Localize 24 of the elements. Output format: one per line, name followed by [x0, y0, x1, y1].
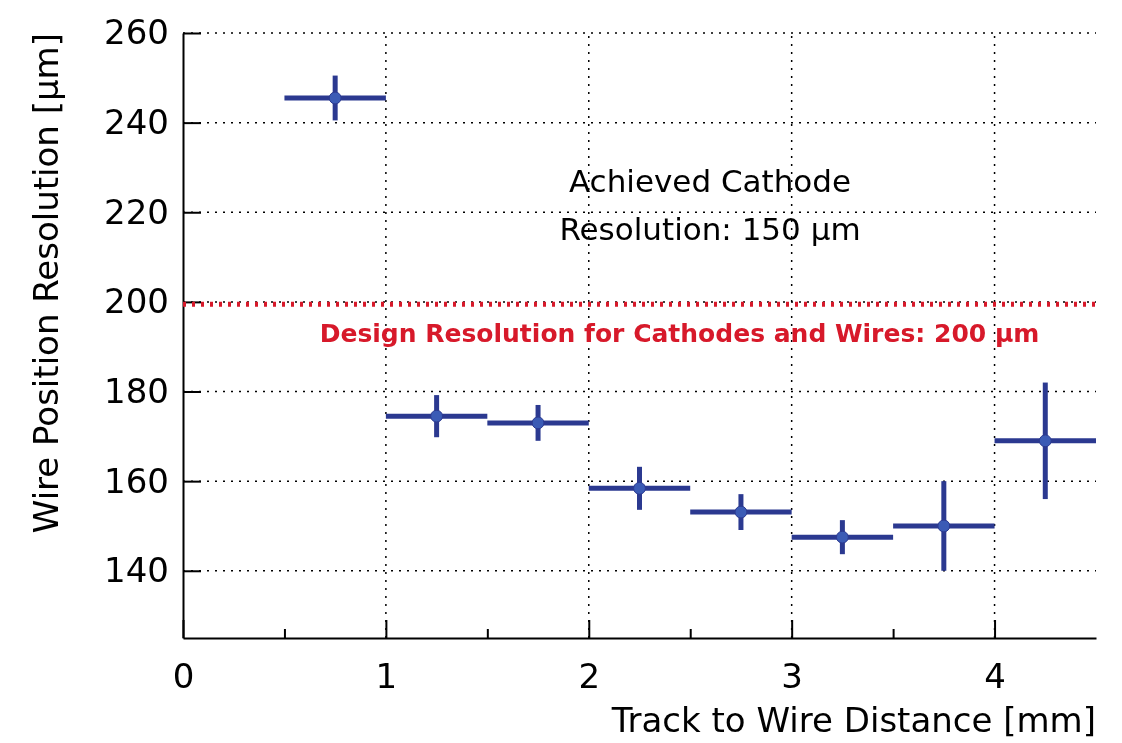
x-tick-label: 2: [578, 656, 601, 697]
annotation: Achieved Cathode Resolution: 150 µm: [559, 163, 861, 247]
x-axis-title: Track to Wire Distance [mm]: [610, 700, 1096, 740]
x-tick-label: 3: [781, 656, 803, 697]
point: [531, 416, 545, 430]
y-tick-label: 260: [104, 12, 169, 53]
x-tick-label: 0: [172, 656, 195, 697]
point: [937, 519, 951, 533]
ref-line-label: Design Resolution for Cathodes and Wires: 200 µm: [319, 319, 1040, 349]
x-tick-label: 1: [375, 656, 398, 697]
y-tick-label: 220: [104, 191, 169, 232]
point: [633, 481, 646, 495]
y-axis-title: Wire Position Resolution [µm]: [26, 33, 66, 534]
point: [328, 91, 342, 105]
y-tick-label: 240: [104, 102, 169, 143]
x-tick-label: 4: [984, 656, 1006, 697]
point: [734, 505, 748, 519]
point: [835, 530, 849, 544]
point: [1038, 434, 1052, 448]
y-tick-label: 140: [104, 550, 169, 591]
point: [430, 409, 444, 423]
y-tick-label: 160: [104, 460, 169, 501]
y-tick-label: 180: [104, 370, 169, 411]
y-tick-label: 200: [104, 281, 169, 322]
